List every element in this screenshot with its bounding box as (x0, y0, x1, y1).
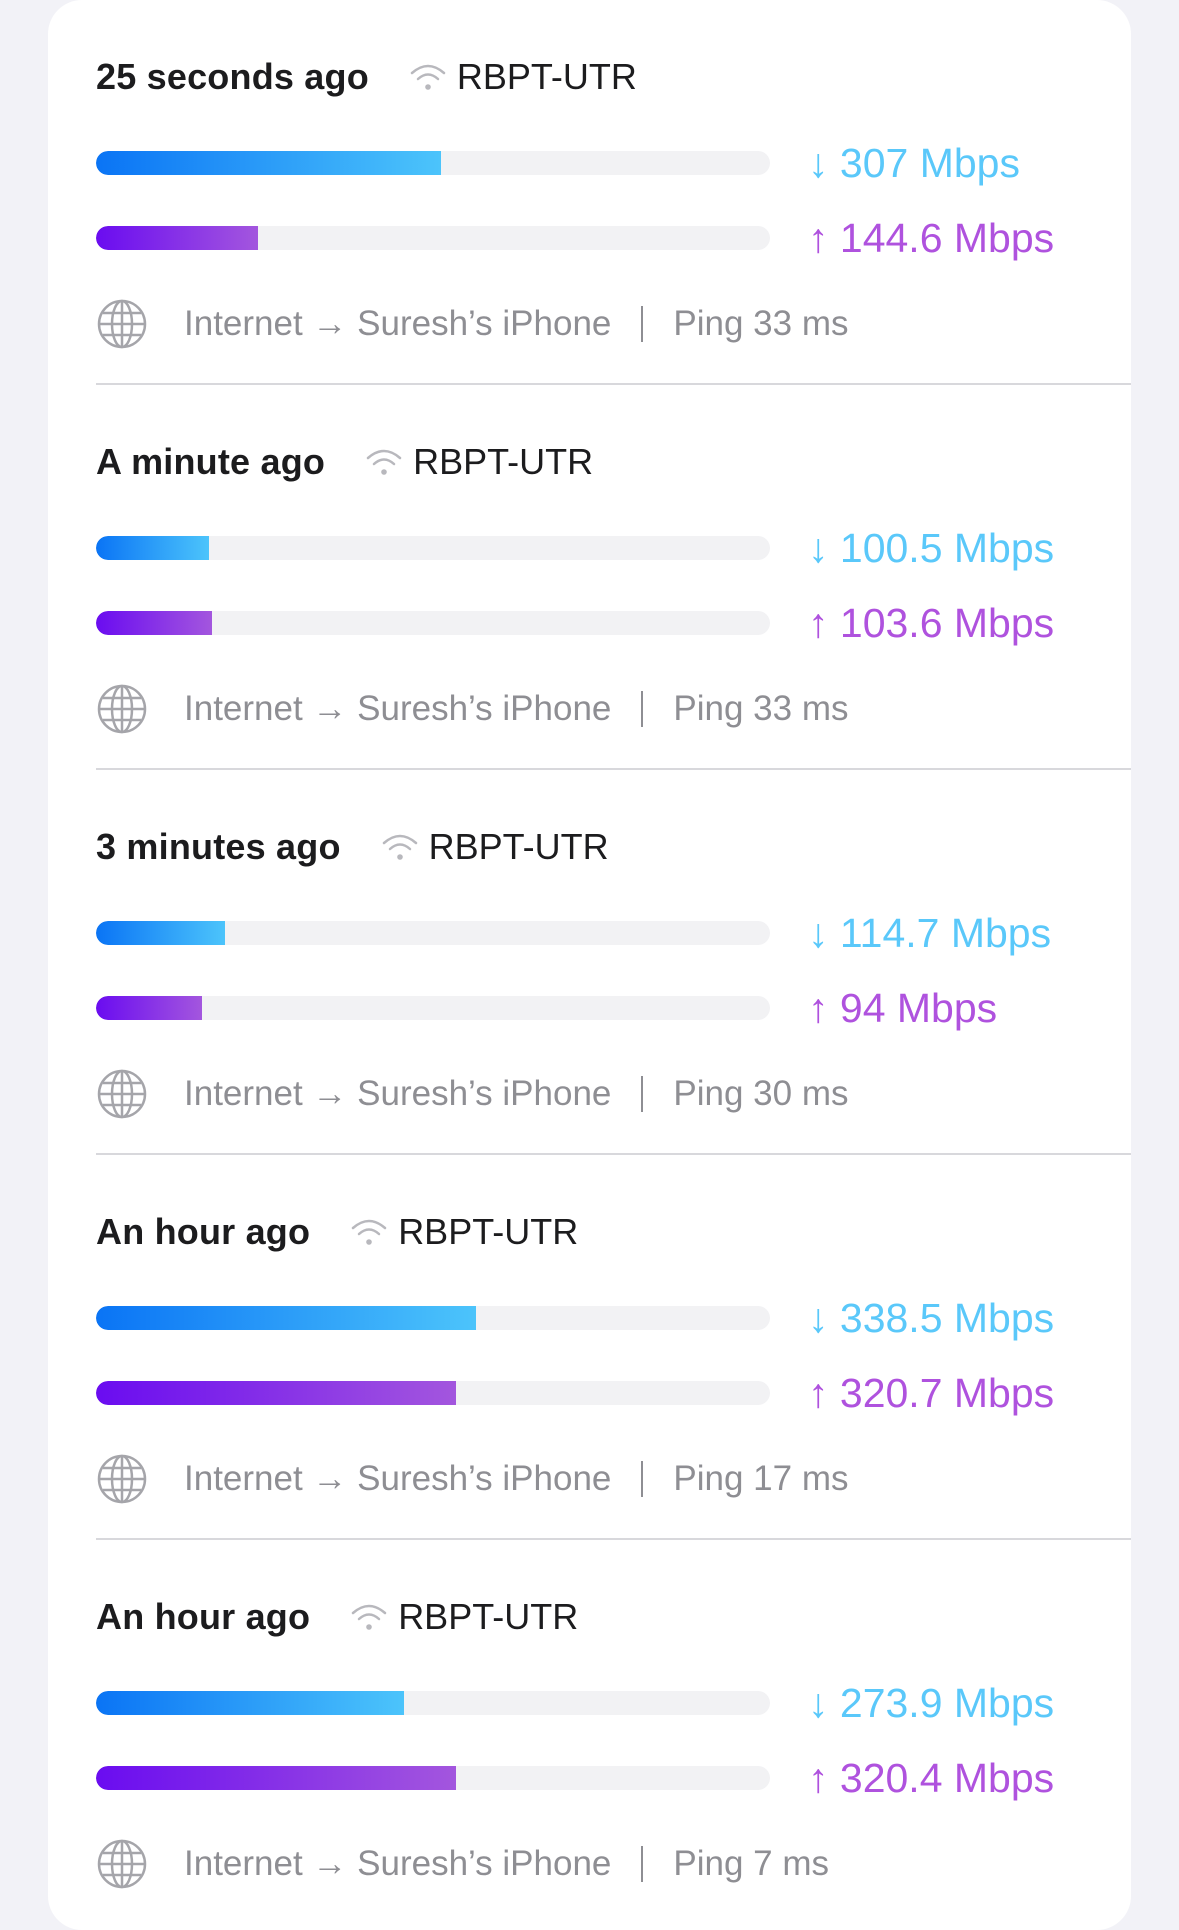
speed-test-entry[interactable]: An hour ago RBPT-UTR ↓ 273.9 Mbps ↑ 320.… (96, 1540, 1131, 1923)
separator (641, 1461, 644, 1497)
entry-meta: Internet → Suresh’s iPhone Ping 33 ms (96, 298, 848, 350)
speed-test-entry[interactable]: A minute ago RBPT-UTR ↓ 100.5 Mbps ↑ 103… (96, 385, 1131, 770)
download-bar-track (96, 1306, 770, 1330)
route-label: Internet → Suresh’s iPhone (184, 689, 612, 728)
upload-bar-track (96, 226, 770, 250)
download-bar-track (96, 536, 770, 560)
network-name: RBPT-UTR (428, 826, 609, 867)
network-name: RBPT-UTR (398, 1596, 579, 1637)
entry-header: An hour ago RBPT-UTR (96, 1592, 578, 1642)
entry-time: An hour ago (96, 1211, 311, 1252)
entry-meta: Internet → Suresh’s iPhone Ping 7 ms (96, 1838, 829, 1890)
download-bar-track (96, 1691, 770, 1715)
download-speed: ↓ 273.9 Mbps (808, 1679, 1055, 1726)
upload-row: ↑ 320.4 Mbps (96, 1753, 1054, 1803)
globe-icon (96, 1453, 148, 1505)
route-label: Internet → Suresh’s iPhone (184, 1844, 612, 1883)
globe-icon (96, 683, 148, 735)
entry-meta: Internet → Suresh’s iPhone Ping 30 ms (96, 1068, 848, 1120)
upload-bar-fill (96, 226, 259, 250)
upload-bar-fill (96, 611, 213, 635)
entry-time: An hour ago (96, 1596, 311, 1637)
ping-label: Ping 33 ms (673, 304, 849, 343)
upload-speed: ↑ 320.7 Mbps (808, 1369, 1055, 1416)
entry-header: A minute ago RBPT-UTR (96, 437, 593, 487)
wifi-icon (365, 446, 403, 478)
download-bar-fill (96, 921, 225, 945)
download-bar-fill (96, 536, 209, 560)
download-speed: ↓ 338.5 Mbps (808, 1294, 1055, 1341)
ping-label: Ping 17 ms (673, 1459, 849, 1498)
speed-test-entry[interactable]: 3 minutes ago RBPT-UTR ↓ 114.7 Mbps ↑ 94… (96, 770, 1131, 1155)
route-label: Internet → Suresh’s iPhone (184, 1074, 612, 1113)
upload-row: ↑ 320.7 Mbps (96, 1368, 1054, 1418)
ping-label: Ping 33 ms (673, 689, 849, 728)
entry-meta: Internet → Suresh’s iPhone Ping 17 ms (96, 1453, 848, 1505)
upload-speed: ↑ 144.6 Mbps (808, 214, 1055, 261)
globe-icon (96, 298, 148, 350)
wifi-icon (381, 831, 419, 863)
network-name: RBPT-UTR (456, 56, 637, 97)
download-row: ↓ 100.5 Mbps (96, 523, 1054, 573)
separator (641, 1846, 644, 1882)
download-bar-fill (96, 1691, 404, 1715)
route-label: Internet → Suresh’s iPhone (184, 304, 612, 343)
network-name: RBPT-UTR (398, 1211, 579, 1252)
entry-meta: Internet → Suresh’s iPhone Ping 33 ms (96, 683, 848, 735)
download-row: ↓ 273.9 Mbps (96, 1678, 1054, 1728)
upload-speed: ↑ 94 Mbps (808, 984, 998, 1031)
download-speed: ↓ 307 Mbps (808, 139, 1020, 186)
speed-test-history-card: 25 seconds ago RBPT-UTR ↓ 307 Mbps ↑ 144… (48, 0, 1131, 1930)
globe-icon (96, 1068, 148, 1120)
ping-label: Ping 7 ms (673, 1844, 830, 1883)
upload-bar-fill (96, 996, 202, 1020)
wifi-icon (409, 61, 447, 93)
download-speed: ↓ 100.5 Mbps (808, 524, 1055, 571)
upload-bar-track (96, 1766, 770, 1790)
upload-bar-track (96, 996, 770, 1020)
upload-row: ↑ 103.6 Mbps (96, 598, 1054, 648)
download-bar-track (96, 151, 770, 175)
speed-test-entry[interactable]: 25 seconds ago RBPT-UTR ↓ 307 Mbps ↑ 144… (96, 0, 1131, 385)
download-row: ↓ 338.5 Mbps (96, 1293, 1054, 1343)
upload-speed: ↑ 320.4 Mbps (808, 1754, 1055, 1801)
upload-row: ↑ 144.6 Mbps (96, 213, 1054, 263)
upload-bar-fill (96, 1381, 457, 1405)
upload-bar-track (96, 1381, 770, 1405)
download-row: ↓ 114.7 Mbps (96, 908, 1051, 958)
entry-header: 3 minutes ago RBPT-UTR (96, 822, 609, 872)
ping-label: Ping 30 ms (673, 1074, 849, 1113)
entry-header: An hour ago RBPT-UTR (96, 1207, 578, 1257)
download-row: ↓ 307 Mbps (96, 138, 1020, 188)
separator (641, 691, 644, 727)
download-speed: ↓ 114.7 Mbps (808, 909, 1052, 956)
network-name: RBPT-UTR (413, 441, 594, 482)
route-label: Internet → Suresh’s iPhone (184, 1459, 612, 1498)
speed-test-entry[interactable]: An hour ago RBPT-UTR ↓ 338.5 Mbps ↑ 320.… (96, 1155, 1131, 1540)
upload-speed: ↑ 103.6 Mbps (808, 599, 1055, 646)
wifi-icon (350, 1216, 388, 1248)
upload-bar-track (96, 611, 770, 635)
separator (641, 306, 644, 342)
entry-time: 3 minutes ago (96, 826, 341, 867)
download-bar-track (96, 921, 770, 945)
download-bar-fill (96, 1306, 477, 1330)
separator (641, 1076, 644, 1112)
upload-row: ↑ 94 Mbps (96, 983, 997, 1033)
entry-header: 25 seconds ago RBPT-UTR (96, 52, 637, 102)
entry-time: A minute ago (96, 441, 326, 482)
download-bar-fill (96, 151, 441, 175)
globe-icon (96, 1838, 148, 1890)
speed-test-list: 25 seconds ago RBPT-UTR ↓ 307 Mbps ↑ 144… (48, 0, 1131, 1923)
wifi-icon (350, 1601, 388, 1633)
entry-time: 25 seconds ago (96, 56, 369, 97)
upload-bar-fill (96, 1766, 456, 1790)
